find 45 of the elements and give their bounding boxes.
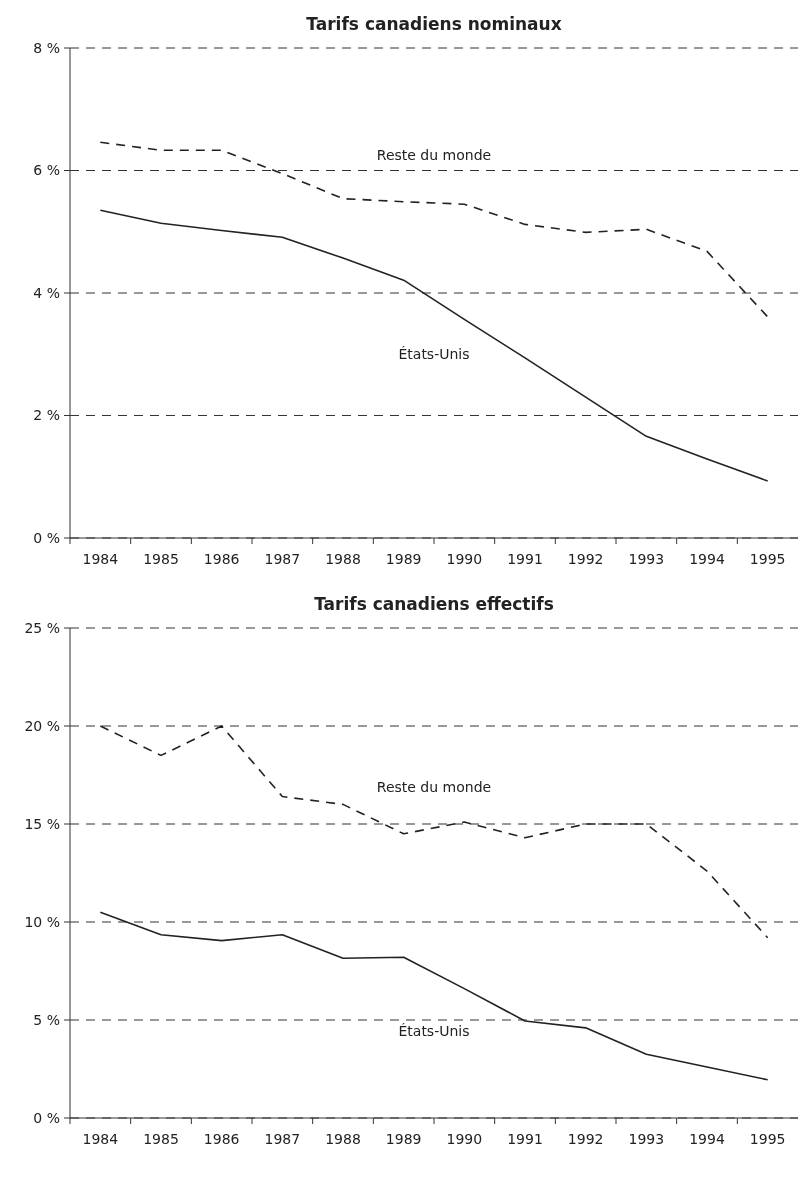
x-tick-label: 1993 (628, 551, 665, 567)
series-label: États-Unis (398, 1022, 470, 1039)
line-series (99, 725, 769, 939)
x-tick-label: 1995 (749, 551, 786, 567)
x-tick-label: 1987 (264, 1131, 301, 1147)
y-tick-label: 0 % (33, 1109, 60, 1126)
x-tick-label: 1990 (446, 551, 483, 567)
x-tick-label: 1989 (385, 551, 422, 567)
y-tick-label: 2 % (33, 407, 60, 424)
x-tick-label: 1991 (507, 551, 543, 567)
x-tick-label: 1995 (749, 1131, 786, 1147)
chart-title: Tarifs canadiens nominaux (306, 14, 562, 34)
x-tick-label: 1993 (628, 1131, 665, 1147)
y-tick-label: 4 % (33, 284, 60, 301)
y-tick-label: 5 % (33, 1011, 60, 1028)
x-tick-label: 1990 (446, 1131, 483, 1147)
x-tick-label: 1992 (567, 1131, 604, 1147)
x-tick-label: 1985 (143, 1131, 179, 1147)
x-tick-label: 1994 (689, 1131, 725, 1147)
x-tick-label: 1986 (203, 1131, 240, 1147)
x-tick-label: 1984 (82, 551, 119, 567)
x-tick-label: 1985 (143, 551, 179, 567)
x-tick-label: 1989 (385, 1131, 422, 1147)
x-tick-label: 1994 (689, 551, 725, 567)
y-tick-label: 10 % (24, 913, 60, 930)
x-tick-label: 1988 (325, 551, 361, 567)
y-tick-label: 6 % (33, 162, 60, 179)
y-tick-label: 20 % (24, 717, 60, 734)
text: Reste du monde (376, 147, 492, 164)
line-series (99, 911, 769, 1081)
series-label: États-Unis (398, 345, 470, 362)
y-tick-label: 0 % (33, 529, 60, 546)
x-tick-label: 1988 (325, 1131, 361, 1147)
x-tick-label: 1992 (567, 551, 604, 567)
x-tick-label: 1986 (203, 551, 240, 567)
series-label: Reste du monde (376, 779, 492, 796)
line-series (99, 209, 769, 482)
line-series (99, 141, 769, 318)
y-tick-label: 15 % (24, 815, 60, 832)
chart-title: Tarifs canadiens effectifs (314, 594, 554, 614)
x-tick-label: 1984 (82, 1131, 119, 1147)
y-tick-label: 25 % (24, 619, 60, 636)
x-tick-label: 1987 (264, 551, 301, 567)
y-tick-label: 8 % (33, 39, 60, 56)
x-tick-label: 1991 (507, 1131, 543, 1147)
